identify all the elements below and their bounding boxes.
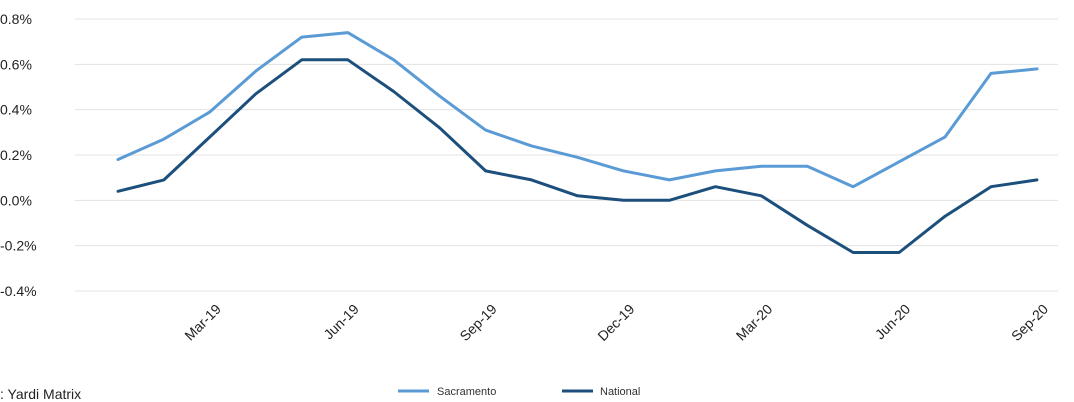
- y-tick-label: 0.2%: [0, 147, 32, 163]
- series-lines: [116, 31, 1039, 254]
- series-line-sacramento: [116, 31, 1039, 189]
- legend-label-national: National: [600, 386, 640, 398]
- x-tick-label: Jun-20: [872, 301, 914, 343]
- x-tick-label: Mar-20: [733, 301, 776, 344]
- x-tick-label: Dec-19: [594, 301, 637, 344]
- y-axis: 0.8% 0.6% 0.4% 0.2% 0.0% -0.2% -0.4%: [0, 11, 37, 299]
- y-tick-label: 0.6%: [0, 56, 32, 72]
- legend: Sacramento National: [398, 386, 640, 398]
- y-tick-label: -0.2%: [0, 238, 37, 254]
- x-tick-label: Jun-19: [320, 301, 362, 343]
- source-note: : Yardi Matrix: [0, 386, 81, 402]
- legend-label-sacramento: Sacramento: [437, 386, 496, 398]
- x-tick-label: Sep-20: [1008, 301, 1051, 344]
- y-tick-label: 0.4%: [0, 102, 32, 118]
- y-tick-label: -0.4%: [0, 283, 37, 299]
- y-tick-label: 0.8%: [0, 11, 32, 27]
- x-tick-label: Mar-19: [181, 301, 224, 344]
- x-axis: Mar-19 Jun-19 Sep-19 Dec-19 Mar-20 Jun-20 Sep-…: [181, 301, 1051, 344]
- x-tick-label: Sep-19: [456, 301, 499, 344]
- series-line-national: [116, 58, 1039, 254]
- y-tick-label: 0.0%: [0, 192, 32, 208]
